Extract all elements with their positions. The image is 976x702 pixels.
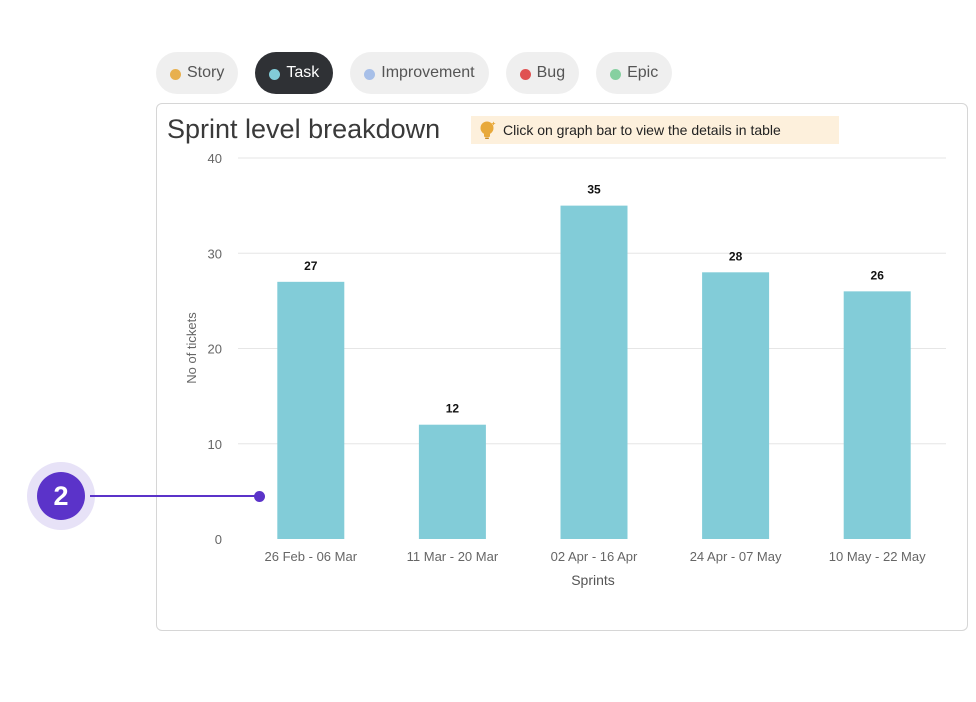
annotation-marker: 2 <box>37 472 85 520</box>
tab-epic[interactable]: Epic <box>596 52 673 94</box>
task-dot-icon <box>269 69 281 80</box>
bar[interactable] <box>418 424 486 539</box>
tab-improvement[interactable]: Improvement <box>350 52 489 94</box>
bar[interactable] <box>843 291 911 539</box>
bug-dot-icon <box>519 69 531 80</box>
bar-value-label: 35 <box>587 183 601 197</box>
y-tick-label: 0 <box>215 532 222 547</box>
tab-bug[interactable]: Bug <box>505 52 580 94</box>
x-tick-label: 26 Feb - 06 Mar <box>265 549 358 564</box>
y-tick-label: 10 <box>208 437 222 452</box>
x-axis-label: Sprints <box>571 572 615 588</box>
story-dot-icon <box>170 69 181 80</box>
y-axis-label: No of tickets <box>184 312 199 384</box>
improvement-dot-icon <box>364 69 376 80</box>
y-tick-label: 30 <box>208 246 222 261</box>
hint-text: Click on graph bar to view the details i… <box>503 122 781 138</box>
tab-label: Bug <box>536 64 566 81</box>
chart-title: Sprint level breakdown <box>167 114 441 144</box>
tab-label: Story <box>187 64 225 81</box>
tab-label: Epic <box>627 64 659 81</box>
tab-label: Task <box>286 64 320 81</box>
annotation-connector <box>90 495 258 497</box>
x-tick-label: 11 Mar - 20 Mar <box>407 549 499 564</box>
lightbulb-icon <box>480 121 496 139</box>
y-tick-label: 20 <box>208 342 222 357</box>
bar-value-label: 28 <box>729 249 743 263</box>
bar-value-label: 27 <box>304 259 318 273</box>
tab-task[interactable]: Task <box>255 52 334 94</box>
y-tick-label: 40 <box>208 151 222 166</box>
issue-type-tabs: Story Task Improvement Bug Epic <box>156 52 673 94</box>
annotation-anchor-dot <box>254 491 265 502</box>
bar[interactable] <box>560 205 628 539</box>
x-tick-label: 24 Apr - 07 May <box>690 549 782 564</box>
tab-label: Improvement <box>381 64 475 81</box>
bar-value-label: 12 <box>446 402 460 416</box>
x-tick-label: 10 May - 22 May <box>829 549 926 564</box>
hint-banner: Click on graph bar to view the details i… <box>471 116 839 144</box>
tab-story[interactable]: Story <box>156 52 239 94</box>
epic-dot-icon <box>610 69 622 80</box>
bar[interactable] <box>702 272 770 539</box>
x-tick-label: 02 Apr - 16 Apr <box>551 549 638 564</box>
bar[interactable] <box>277 281 345 539</box>
bar-value-label: 26 <box>871 268 885 282</box>
